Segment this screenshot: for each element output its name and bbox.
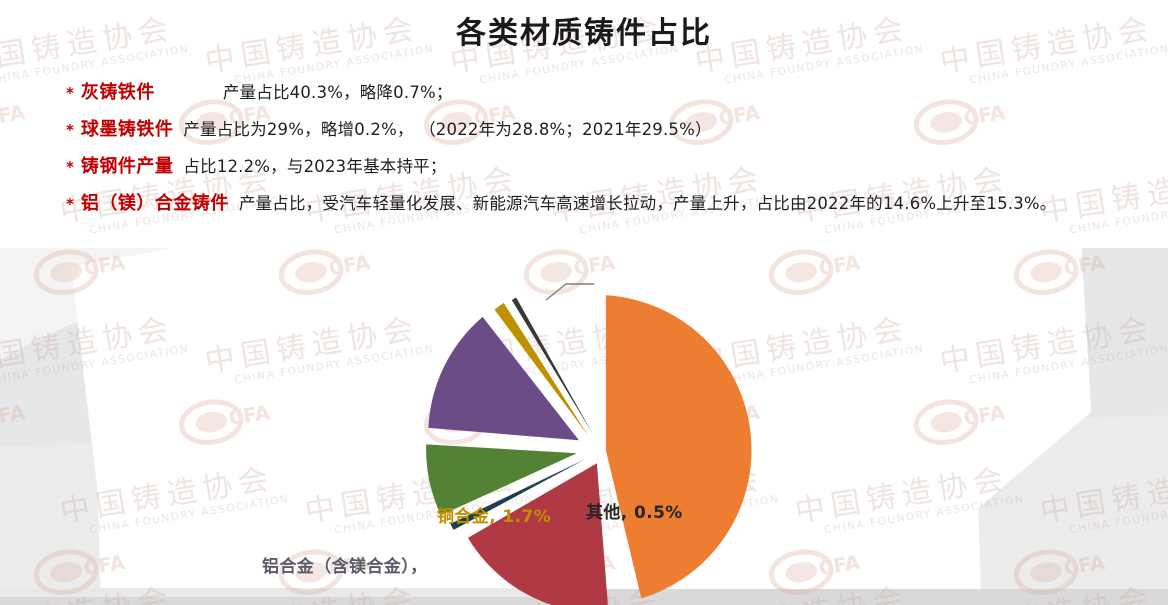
bullet-keyword: 灰铸铁件 [80, 82, 155, 103]
bullet-marker-icon: * [66, 121, 74, 139]
bullet-keyword: 铝（镁）合金铸件 [80, 193, 229, 214]
bullet-text: 产量占比40.3%，略降0.7%； [222, 83, 453, 102]
bullet-item-ductile-iron: * 球墨铸铁件 产量占比为29%，略增0.2%， （2022年为28.8%；20… [66, 115, 1156, 141]
bullet-text: 产量占比为29%，略增0.2%， （2022年为28.8%；2021年29.5%… [183, 120, 712, 139]
pie-slice-copper-alloy[interactable] [494, 302, 588, 436]
pie-chart: 铜合金, 1.7% 其他, 0.5% 铝合金（含镁合金）， 铸钢, 12.2% … [0, 236, 1168, 605]
pie-label-other: 其他, 0.5% [586, 503, 683, 523]
page-title: 各类材质铸件占比 [456, 16, 712, 51]
bullet-item-cast-steel: * 铸钢件产量 占比12.2%，与2023年基本持平； [66, 152, 1156, 178]
pie-label-aluminium: 铝合金（含镁合金）， [262, 557, 428, 577]
footer-bar-light [0, 588, 560, 597]
pie-slice-ductile-iron[interactable] [467, 463, 609, 605]
bullet-text: 产量占比，受汽车轻量化发展、新能源汽车高速增长拉动，产量上升，占比由2022年的… [238, 194, 1057, 213]
pie-label-copper-alloy: 铜合金, 1.7% [437, 507, 552, 527]
bullet-keyword: 铸钢件产量 [80, 156, 174, 177]
bullet-text: 占比12.2%，与2023年基本持平； [183, 157, 447, 176]
pie-slice-other[interactable] [511, 297, 593, 435]
bullet-marker-icon: * [66, 84, 74, 102]
bullet-keyword: 球墨铸铁件 [80, 119, 174, 140]
pie-slice-gray-iron[interactable] [605, 295, 752, 599]
bullet-list: * 灰铸铁件 产量占比40.3%，略降0.7%； * 球墨铸铁件 产量占比为29… [66, 78, 1156, 226]
bullet-item-gray-iron: * 灰铸铁件 产量占比40.3%，略降0.7%； [66, 78, 1156, 104]
bullet-marker-icon: * [66, 158, 74, 176]
pie-slice-cast-steel[interactable] [426, 444, 577, 516]
bullet-item-aluminium: * 铝（镁）合金铸件 产量占比，受汽车轻量化发展、新能源汽车高速增长拉动，产量上… [66, 189, 1156, 215]
leader-line-other [545, 283, 594, 301]
bullet-marker-icon: * [66, 195, 74, 213]
pie-slice-malleable-iron[interactable] [450, 459, 585, 530]
pie-slice-aluminium[interactable] [428, 316, 579, 441]
pie-chart-svg [426, 283, 752, 605]
